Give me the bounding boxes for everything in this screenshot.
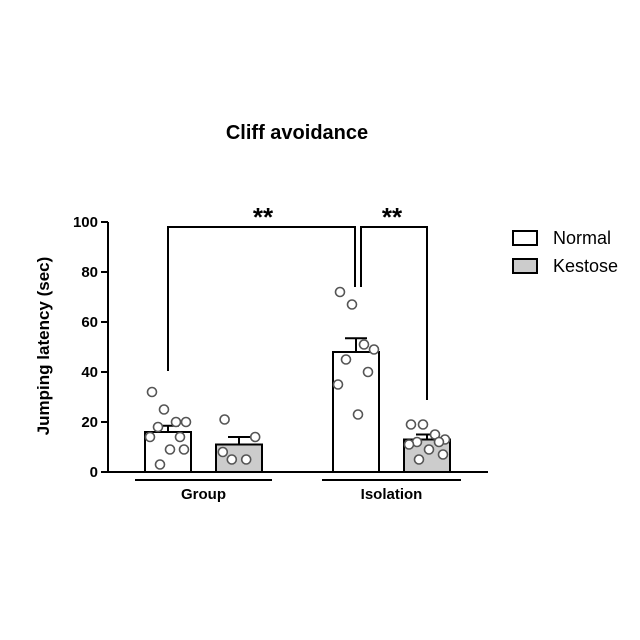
data-point bbox=[160, 405, 169, 414]
y-tick-label: 60 bbox=[81, 314, 98, 331]
data-point bbox=[354, 410, 363, 419]
legend-swatch-kestose bbox=[513, 259, 537, 273]
y-tick-label: 80 bbox=[81, 264, 98, 281]
data-point bbox=[182, 418, 191, 427]
data-point bbox=[218, 448, 227, 457]
category-label-group: Group bbox=[181, 486, 226, 503]
data-point bbox=[176, 433, 185, 442]
data-point bbox=[405, 440, 414, 449]
data-point bbox=[220, 415, 229, 424]
y-tick-label: 0 bbox=[90, 464, 98, 481]
data-point bbox=[364, 368, 373, 377]
significance-layer: ** ** bbox=[168, 202, 427, 400]
y-axis-label: Jumping latency (sec) bbox=[34, 257, 53, 436]
data-point bbox=[360, 340, 369, 349]
significance-bracket bbox=[168, 227, 355, 371]
data-point bbox=[251, 433, 260, 442]
category-label-isolation: Isolation bbox=[361, 486, 423, 503]
data-point bbox=[370, 345, 379, 354]
data-point bbox=[439, 450, 448, 459]
significance-label: ** bbox=[253, 202, 274, 232]
data-point bbox=[180, 445, 189, 454]
data-point bbox=[227, 455, 236, 464]
data-point bbox=[172, 418, 181, 427]
data-point bbox=[342, 355, 351, 364]
data-point bbox=[148, 388, 157, 397]
data-point bbox=[166, 445, 175, 454]
data-point bbox=[348, 300, 357, 309]
data-point bbox=[334, 380, 343, 389]
y-tick-label: 20 bbox=[81, 414, 98, 431]
data-point bbox=[242, 455, 251, 464]
data-point bbox=[336, 288, 345, 297]
y-tick-label: 100 bbox=[73, 214, 98, 231]
y-tick-label: 40 bbox=[81, 364, 98, 381]
data-point bbox=[425, 445, 434, 454]
data-point bbox=[156, 460, 165, 469]
bars-layer bbox=[145, 338, 450, 472]
legend: Normal Kestose bbox=[513, 228, 618, 276]
legend-swatch-normal bbox=[513, 231, 537, 245]
data-point bbox=[419, 420, 428, 429]
legend-label-kestose: Kestose bbox=[553, 256, 618, 276]
data-point bbox=[415, 455, 424, 464]
data-point bbox=[435, 438, 444, 447]
data-point bbox=[146, 433, 155, 442]
significance-label: ** bbox=[382, 202, 403, 232]
data-point bbox=[154, 423, 163, 432]
legend-label-normal: Normal bbox=[553, 228, 611, 248]
data-point bbox=[407, 420, 416, 429]
chart-title: Cliff avoidance bbox=[226, 122, 368, 144]
group-axis: Group Isolation bbox=[135, 480, 461, 503]
